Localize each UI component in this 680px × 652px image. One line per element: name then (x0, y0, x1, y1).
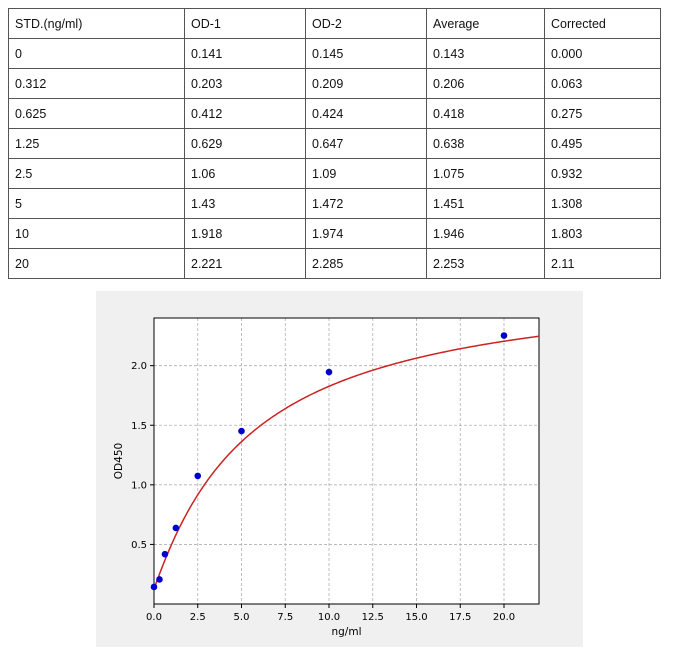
x-tick-label: 12.5 (362, 612, 384, 623)
table-cell: 0.203 (184, 68, 306, 99)
column-header: OD-1 (184, 8, 306, 39)
table-cell: 0.625 (8, 98, 185, 129)
x-tick-label: 15.0 (405, 612, 427, 623)
y-tick-label: 1.0 (131, 480, 147, 491)
table-cell: 0.629 (184, 128, 306, 159)
table-row: 0 0.141 0.145 0.143 0.000 (8, 38, 661, 69)
table-cell: 1.974 (305, 218, 427, 249)
data-point (194, 472, 202, 480)
plot-area (154, 318, 539, 604)
x-tick-label: 0.0 (146, 612, 162, 623)
table-cell: 0.275 (544, 98, 661, 129)
y-axis-label: OD450 (113, 443, 125, 479)
table-cell: 2.221 (184, 248, 306, 279)
x-tick-label: 17.5 (449, 612, 471, 623)
table-cell: 1.451 (426, 188, 545, 219)
table-cell: 0.932 (544, 158, 661, 189)
table-row: 5 1.43 1.472 1.451 1.308 (8, 188, 661, 219)
standard-curve-panel: 0.0 2.5 5.0 7.5 10.0 12.5 15.0 17.5 20.0 0.5 1.0 1.… (96, 291, 583, 647)
table-cell: 0.312 (8, 68, 185, 99)
data-point (172, 524, 180, 532)
column-header: Corrected (544, 8, 661, 39)
table-cell: 0.143 (426, 38, 545, 69)
table-cell: 5 (8, 188, 185, 219)
x-tick-label: 2.5 (190, 612, 206, 623)
table-cell: 0.000 (544, 38, 661, 69)
column-header: OD-2 (305, 8, 427, 39)
table-cell: 2.253 (426, 248, 545, 279)
table-cell: 0.145 (305, 38, 427, 69)
table-cell: 0.418 (426, 98, 545, 129)
table-row: 2.5 1.06 1.09 1.075 0.932 (8, 158, 661, 189)
table-cell: 1.308 (544, 188, 661, 219)
table-row: 0.312 0.203 0.209 0.206 0.063 (8, 68, 661, 99)
table-row: 20 2.221 2.285 2.253 2.11 (8, 248, 661, 279)
data-point (238, 427, 245, 435)
x-axis-label: ng/ml (331, 626, 361, 638)
x-tick-label: 5.0 (234, 612, 250, 623)
table-row: 0.625 0.412 0.424 0.418 0.275 (8, 98, 661, 129)
y-tick-label: 1.5 (131, 421, 147, 432)
table-cell: 0.209 (305, 68, 427, 99)
data-point (150, 583, 158, 591)
table-cell: 0.495 (544, 128, 661, 159)
plot-frame (153, 317, 540, 605)
table-cell: 2.5 (8, 158, 185, 189)
column-header: STD.(ng/ml) (8, 8, 185, 39)
table-cell: 1.472 (305, 188, 427, 219)
column-header: Average (426, 8, 545, 39)
table-cell: 20 (8, 248, 185, 279)
table-cell: 1.075 (426, 158, 545, 189)
table-cell: 0.141 (184, 38, 306, 69)
y-tick-label: 0.5 (131, 540, 147, 551)
table-cell: 1.946 (426, 218, 545, 249)
table-cell: 0.412 (184, 98, 306, 129)
x-tick-label: 7.5 (277, 612, 293, 623)
table-cell: 0.424 (305, 98, 427, 129)
table-cell: 0 (8, 38, 185, 69)
data-point (500, 332, 508, 339)
table-row: 1.25 0.629 0.647 0.638 0.495 (8, 128, 661, 159)
table-cell: 1.06 (184, 158, 306, 189)
fitted-curve (153, 335, 540, 589)
table-cell: 10 (8, 218, 185, 249)
standards-table: STD.(ng/ml) OD-1 OD-2 Average Corrected 0 0.14… (8, 8, 661, 279)
table-cell: 2.285 (305, 248, 427, 279)
table-row: 10 1.918 1.974 1.946 1.803 (8, 218, 661, 249)
data-point (156, 576, 163, 583)
standard-curve-chart: 0.0 2.5 5.0 7.5 10.0 12.5 15.0 17.5 20.0 0.5 1.0 1.… (113, 317, 540, 638)
table-cell: 1.25 (8, 128, 185, 159)
table-cell: 1.43 (184, 188, 306, 219)
table-cell: 1.803 (544, 218, 661, 249)
y-tick-label: 2.0 (131, 361, 147, 372)
data-point (161, 550, 169, 558)
table-cell: 0.647 (305, 128, 427, 159)
table-cell: 0.206 (426, 68, 545, 99)
x-tick-label: 20.0 (493, 612, 515, 623)
table-cell: 0.638 (426, 128, 545, 159)
x-tick-label: 10.0 (318, 612, 340, 623)
table-cell: 1.09 (305, 158, 427, 189)
table-cell: 1.918 (184, 218, 306, 249)
table-cell: 2.11 (544, 248, 661, 279)
table-header-row: STD.(ng/ml) OD-1 OD-2 Average Corrected (8, 8, 661, 39)
data-point (325, 368, 333, 376)
table-cell: 0.063 (544, 68, 661, 99)
